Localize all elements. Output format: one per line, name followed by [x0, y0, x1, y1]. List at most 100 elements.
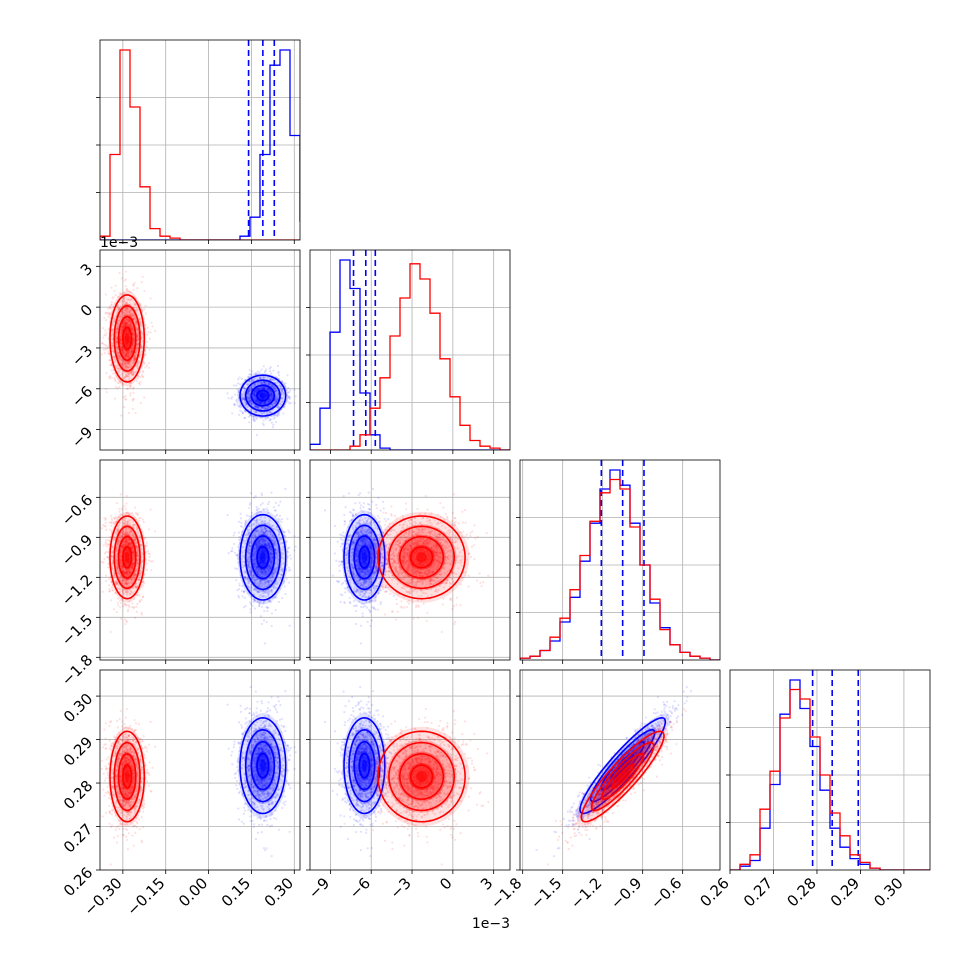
scatter-point — [227, 392, 229, 394]
scatter-point — [240, 522, 242, 524]
scatter-point — [237, 378, 239, 380]
scatter-point — [116, 611, 118, 613]
scatter-point — [118, 272, 120, 274]
scatter-point — [286, 374, 288, 376]
scatter-point — [238, 521, 240, 523]
scatter-point — [111, 304, 113, 306]
scatter-point — [110, 287, 112, 289]
scatter-point — [289, 554, 291, 556]
scatter-point — [136, 287, 138, 289]
scatter-point — [260, 504, 262, 506]
scatter-point — [270, 492, 272, 494]
scatter-point — [256, 434, 258, 436]
scatter-point — [295, 546, 297, 548]
scatter-point — [235, 579, 237, 581]
scatter-point — [110, 599, 112, 601]
scatter-point — [108, 376, 110, 378]
scatter-point — [244, 597, 246, 599]
scatter-point — [141, 613, 143, 615]
scatter-point — [260, 615, 262, 617]
scatter-point — [251, 370, 253, 372]
scatter-point — [261, 494, 263, 496]
scatter-point — [234, 394, 236, 396]
scatter-point — [277, 372, 279, 374]
scatter-point — [257, 370, 259, 372]
scatter-point — [275, 502, 277, 504]
scatter-point — [139, 383, 141, 385]
scatter-point — [109, 306, 111, 308]
panel-p1-p1 — [96, 40, 320, 244]
scatter-point — [239, 409, 241, 411]
scatter-point — [233, 532, 235, 534]
panel-p2-p1: −9−6−303 — [68, 250, 305, 454]
scatter-point — [243, 590, 245, 592]
y-tick-label: −6 — [68, 382, 96, 410]
scatter-point — [266, 621, 268, 623]
scatter-point — [129, 392, 131, 394]
scatter-point — [256, 506, 258, 508]
scatter-point — [112, 296, 114, 298]
scatter-point — [278, 601, 280, 603]
scatter-point — [118, 386, 120, 388]
scatter-point — [106, 543, 108, 545]
scatter-point — [281, 597, 283, 599]
scatter-point — [287, 570, 289, 572]
scatter-point — [262, 502, 264, 504]
scatter-point — [263, 619, 265, 621]
scatter-point — [120, 414, 122, 416]
scatter-point — [114, 397, 116, 399]
scatter-point — [290, 402, 292, 404]
scatter-point — [251, 512, 253, 514]
scatter-point — [136, 380, 138, 382]
scatter-point — [242, 595, 244, 597]
scatter-point — [106, 545, 108, 547]
scatter-point — [122, 396, 124, 398]
scatter-point — [103, 334, 105, 336]
scatter-point — [148, 349, 150, 351]
scatter-point — [125, 285, 127, 287]
scatter-point — [104, 329, 106, 331]
scatter-point — [121, 277, 123, 279]
scatter-point — [246, 514, 248, 516]
scatter-point — [147, 331, 149, 333]
panel-p2-p2 — [306, 250, 510, 454]
scatter-point — [258, 507, 260, 509]
scatter-point — [248, 416, 250, 418]
scatter-point — [289, 569, 291, 571]
scatter-point — [105, 332, 107, 334]
scatter-point — [110, 631, 112, 633]
scatter-point — [231, 550, 233, 552]
scatter-point — [281, 518, 283, 520]
scatter-point — [240, 525, 242, 527]
scatter-point — [142, 370, 144, 372]
scatter-point — [245, 605, 247, 607]
scatter-point — [231, 412, 233, 414]
scatter-point — [107, 308, 109, 310]
scatter-point — [264, 371, 266, 373]
scatter-point — [253, 497, 255, 499]
plot-area — [100, 40, 320, 240]
scatter-point — [101, 353, 103, 355]
scatter-point — [105, 529, 107, 531]
scatter-point — [128, 412, 130, 414]
scatter-point — [142, 276, 144, 278]
scatter-point — [275, 609, 277, 611]
scatter-point — [265, 508, 267, 510]
scatter-point — [263, 610, 265, 612]
scatter-point — [111, 377, 113, 379]
scatter-point — [102, 337, 104, 339]
scatter-point — [235, 384, 237, 386]
scatter-point — [231, 547, 233, 549]
panel-p3-p1: −1.8−1.5−1.2−0.9−0.6 — [58, 460, 305, 689]
scatter-point — [263, 365, 265, 367]
scatter-point — [154, 330, 156, 332]
scatter-point — [265, 418, 267, 420]
scatter-point — [233, 534, 235, 536]
scatter-point — [284, 593, 286, 595]
scatter-point — [273, 506, 275, 508]
scatter-point — [249, 502, 251, 504]
scatter-point — [239, 585, 241, 587]
y-tick-label: −3 — [68, 342, 96, 370]
density-level — [260, 393, 266, 398]
scatter-point — [248, 421, 250, 423]
